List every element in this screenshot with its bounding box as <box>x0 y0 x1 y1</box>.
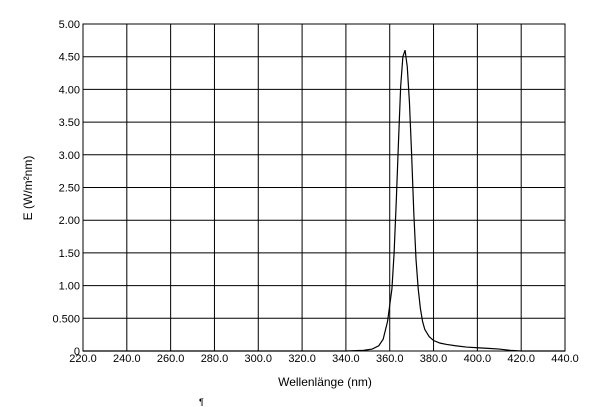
y-tick-label: 2.50 <box>59 183 80 195</box>
x-tick-label: 360.0 <box>376 353 404 365</box>
paragraph-mark: ¶ <box>199 397 204 407</box>
y-tick-label: 1.50 <box>59 248 80 260</box>
y-tick-label: 5.00 <box>59 19 80 31</box>
y-tick-labels: 0 0.500 1.00 1.50 2.00 2.50 3.00 3.50 4.00 4.50 5.… <box>52 19 80 358</box>
y-tick-label: 3.00 <box>59 150 80 162</box>
x-tick-label: 300.0 <box>245 353 273 365</box>
y-tick-label: 1.00 <box>59 281 80 293</box>
x-tick-label: 280.0 <box>201 353 229 365</box>
x-tick-labels: 220.0 240.0 260.0 280.0 300.0 320.0 340.0 360.0… <box>69 353 579 365</box>
y-tick-label: 0.500 <box>52 313 80 325</box>
y-tick-label: 2.00 <box>59 215 80 227</box>
x-tick-label: 440.0 <box>551 353 579 365</box>
series-line <box>83 49 565 352</box>
x-axis-title: Wellenlänge (nm) <box>278 375 372 389</box>
y-tick-label: 0 <box>74 346 80 358</box>
x-tick-label: 240.0 <box>113 353 141 365</box>
y-tick-label: 3.50 <box>59 117 80 129</box>
y-tick-label: 4.50 <box>59 52 80 64</box>
x-tick-label: 260.0 <box>157 353 185 365</box>
grid-lines <box>82 23 566 352</box>
x-tick-label: 380.0 <box>420 353 448 365</box>
y-axis-title: E (W/m²nm) <box>21 156 35 221</box>
y-tick-label: 4.00 <box>59 84 80 96</box>
x-tick-label: 420.0 <box>507 353 535 365</box>
x-tick-label: 220.0 <box>69 353 97 365</box>
x-tick-label: 340.0 <box>332 353 360 365</box>
x-tick-label: 320.0 <box>288 353 316 365</box>
x-tick-label: 400.0 <box>464 353 492 365</box>
